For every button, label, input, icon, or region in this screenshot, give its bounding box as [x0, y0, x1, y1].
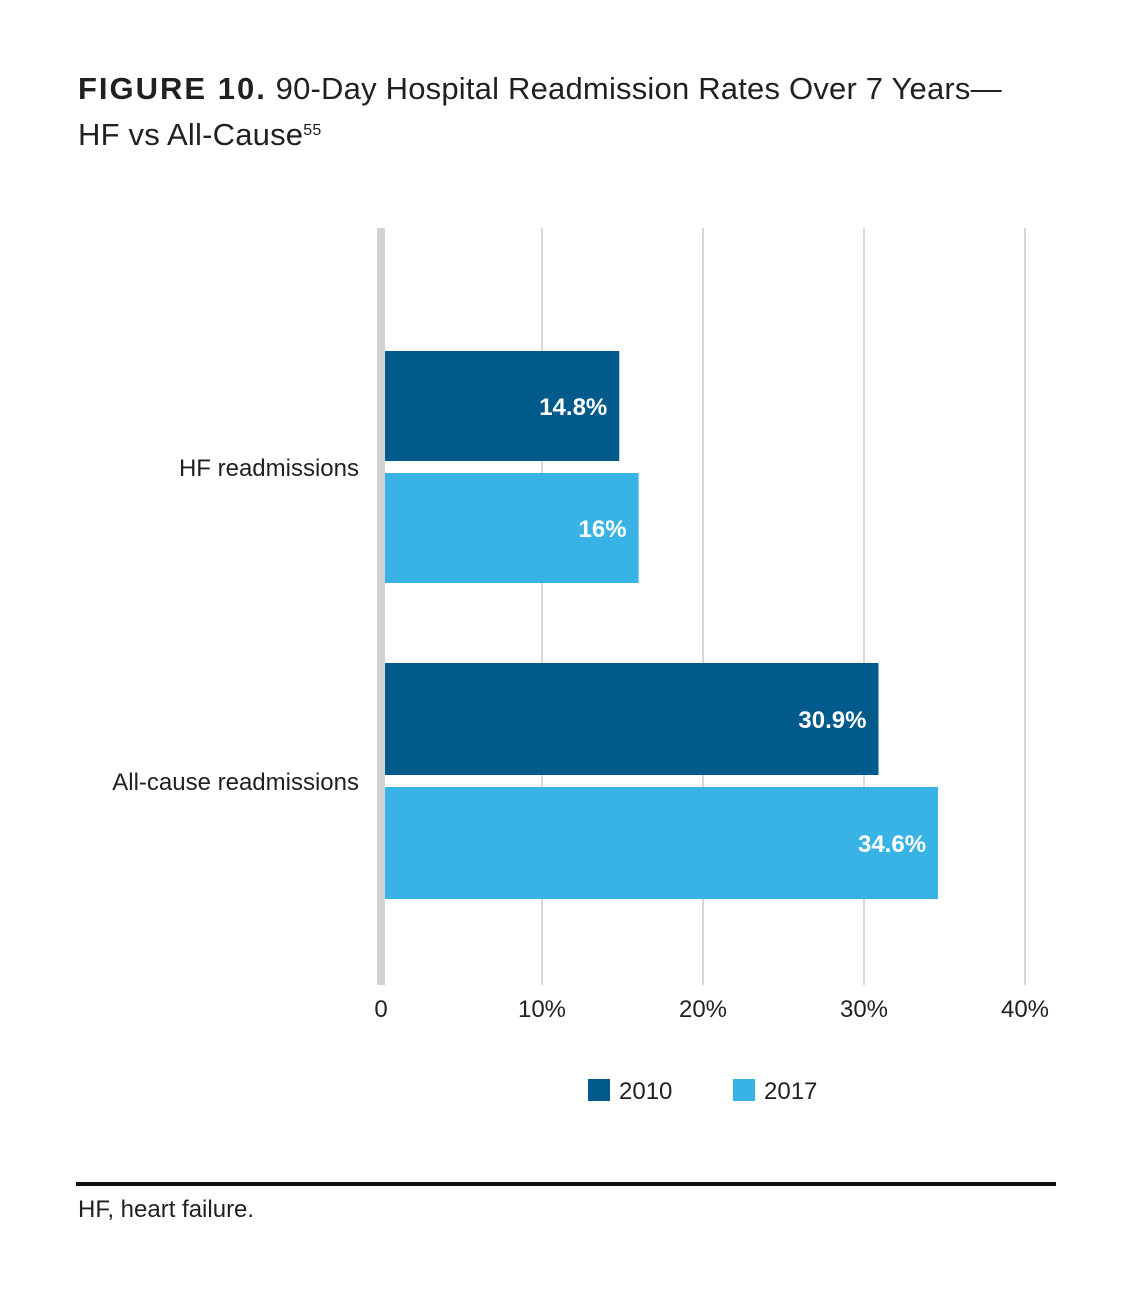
x-tick-label: 30%: [840, 996, 888, 1023]
x-tick-label: 0: [374, 996, 387, 1023]
bar-data-label: 16%: [579, 516, 627, 543]
bar-data-label: 14.8%: [539, 394, 607, 421]
figure-title-line2: HF vs All-Cause: [78, 117, 304, 152]
bar-2017: [385, 787, 939, 899]
bar-data-label: 30.9%: [798, 707, 866, 734]
figure-reference: 55: [303, 122, 322, 139]
figure-title: FIGURE 10. 90-Day Hospital Readmission R…: [78, 66, 1078, 158]
x-tick-label: 10%: [518, 996, 566, 1023]
x-tick-label: 40%: [1001, 996, 1049, 1023]
bar-2010: [385, 663, 879, 775]
bar-data-label: 34.6%: [858, 831, 926, 858]
footnote: HF, heart failure.: [78, 1196, 255, 1223]
figure-title-text: 90-Day Hospital Readmission Rates Over 7…: [275, 71, 1002, 106]
category-label: All-cause readmissions: [112, 769, 359, 796]
bar-2017: [385, 473, 639, 583]
x-tick-label: 20%: [679, 996, 727, 1023]
figure-label: FIGURE 10.: [78, 71, 267, 106]
legend-swatch-2010: [588, 1079, 610, 1101]
category-label: HF readmissions: [179, 455, 359, 482]
x-axis-baseline: [377, 228, 385, 985]
legend-label-2010: 2010: [619, 1078, 672, 1105]
legend-swatch-2017: [733, 1079, 755, 1101]
legend-label-2017: 2017: [764, 1078, 817, 1105]
footer-rule: [76, 1182, 1056, 1186]
bar-2010: [385, 351, 620, 461]
